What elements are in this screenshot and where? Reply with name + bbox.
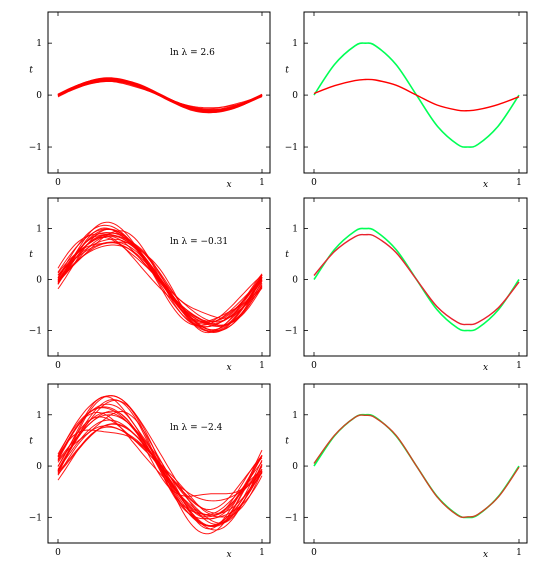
y-tick-label: 1 — [292, 225, 298, 235]
fit-curve — [57, 429, 263, 516]
average-fit-curve — [313, 78, 520, 112]
fit-curve — [57, 224, 263, 332]
fit-curve — [57, 410, 263, 497]
fit-curve — [57, 395, 263, 535]
y-tick-label: 1 — [36, 225, 42, 235]
y-tick-label: −1 — [285, 143, 298, 153]
y-axis-label: t — [29, 250, 33, 260]
y-tick-label: 0 — [36, 276, 42, 286]
plot-frame — [47, 11, 271, 174]
panel-5: 1 0 −1 0 1 x t ln λ = −2.4 — [29, 383, 271, 560]
x-tick-label: 1 — [259, 361, 265, 371]
x-tick-label: 0 — [55, 178, 61, 188]
x-tick-label: 1 — [259, 178, 265, 188]
y-tick-label: 1 — [36, 39, 42, 49]
x-tick-label: 0 — [55, 548, 61, 558]
y-tick-label: 1 — [36, 411, 42, 421]
y-tick-label: 0 — [292, 276, 298, 286]
plot-frame — [303, 11, 528, 174]
fit-curve — [57, 411, 263, 517]
plot-area — [313, 413, 520, 519]
y-tick-label: −1 — [29, 513, 42, 523]
fit-curve — [57, 399, 263, 525]
y-axis-label: t — [285, 250, 289, 260]
x-axis-label: x — [483, 363, 488, 373]
x-tick-label: 0 — [311, 548, 317, 558]
x-tick-label: 1 — [259, 548, 265, 558]
x-tick-label: 0 — [311, 178, 317, 188]
fit-curve — [57, 234, 263, 323]
y-tick-label: 0 — [36, 91, 42, 101]
y-axis-label: t — [285, 66, 289, 76]
panel-3: 1 0 −1 0 1 x t ln λ = −0.31 — [29, 197, 271, 373]
plot-area — [57, 221, 263, 334]
y-tick-label: 0 — [292, 91, 298, 101]
average-fit-curve — [313, 414, 520, 519]
panel-6: 1 0 −1 0 1 x t — [285, 383, 528, 560]
y-axis-label: t — [29, 437, 33, 447]
x-tick-label: 1 — [516, 178, 522, 188]
plot-area — [313, 227, 520, 332]
x-tick-label: 0 — [311, 361, 317, 371]
x-tick-label: 0 — [55, 361, 61, 371]
fit-curve — [57, 79, 263, 112]
y-axis-label: t — [29, 66, 33, 76]
fit-curve — [57, 419, 263, 531]
plot-frame — [47, 383, 271, 544]
lambda-annotation: ln λ = −0.31 — [170, 237, 228, 247]
y-tick-label: −1 — [29, 327, 42, 337]
fit-curve — [57, 396, 263, 530]
plot-area — [57, 395, 263, 535]
x-axis-label: x — [226, 550, 231, 560]
plot-area — [57, 77, 263, 114]
y-tick-label: 0 — [292, 462, 298, 472]
y-tick-label: 0 — [36, 462, 42, 472]
y-axis-label: t — [285, 437, 289, 447]
plot-frame — [303, 197, 528, 357]
y-tick-label: −1 — [29, 143, 42, 153]
x-tick-label: 1 — [516, 361, 522, 371]
fit-curve — [57, 232, 263, 331]
average-fit-curve — [313, 233, 520, 326]
fit-curve — [57, 228, 263, 328]
fit-curve — [57, 241, 263, 324]
panel-1: 1 0 −1 0 1 x t ln λ = 2.6 — [29, 11, 271, 190]
y-tick-label: −1 — [285, 327, 298, 337]
x-axis-label: x — [483, 180, 488, 190]
x-tick-label: 1 — [516, 548, 522, 558]
plot-area — [313, 42, 520, 148]
plot-frame — [303, 383, 528, 544]
x-axis-label: x — [226, 180, 231, 190]
fit-curve — [57, 233, 263, 327]
lambda-annotation: ln λ = −2.4 — [170, 423, 223, 433]
fit-curve — [57, 399, 263, 520]
plot-frame — [47, 197, 271, 357]
panel-2: 1 0 −1 0 1 x t — [285, 11, 528, 190]
y-tick-label: 1 — [292, 39, 298, 49]
panel-4: 1 0 −1 0 1 x t — [285, 197, 528, 373]
x-axis-label: x — [483, 550, 488, 560]
x-axis-label: x — [226, 363, 231, 373]
y-tick-label: 1 — [292, 411, 298, 421]
lambda-annotation: ln λ = 2.6 — [170, 48, 215, 58]
y-tick-label: −1 — [285, 513, 298, 523]
